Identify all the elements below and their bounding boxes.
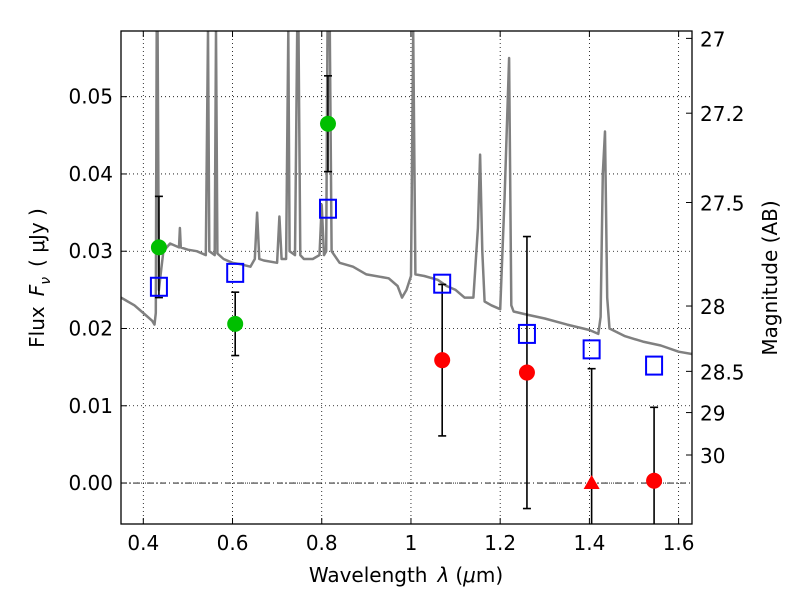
model-spectrum-line	[121, 31, 692, 356]
blue-square-marker-1	[226, 262, 245, 283]
x-axis-label: Wavelength λ (μm)	[309, 563, 503, 587]
green-circle-marker-1	[227, 315, 244, 332]
model-spectrum-layer	[121, 31, 692, 356]
red-circle-marker-2	[646, 472, 663, 489]
y-axis-label-text: Flux	[25, 306, 49, 348]
mag-tick-label-2: 27.5	[700, 191, 745, 215]
mag-tick-label-3: 28	[700, 295, 725, 319]
red-circle-marker-0	[434, 352, 451, 369]
mag-tick-label-0: 27	[700, 27, 725, 51]
y-tick-label-2: 0.02	[68, 317, 113, 341]
mag-tick-label-6: 30	[700, 444, 725, 468]
x-axis-label-lambda: λ	[436, 563, 449, 587]
green-circle-marker-0	[150, 239, 167, 256]
x-tick-label-6: 1.6	[663, 531, 695, 555]
green-circle-marker-2	[319, 115, 336, 132]
x-axis-label-paren: (	[455, 563, 463, 587]
red-triangle-marker-0	[583, 475, 600, 490]
blue-square-marker-4	[517, 323, 536, 344]
red-circle-marker-1	[518, 364, 535, 381]
y-axis-ticks: 0.00 0.01 0.02 0.03 0.04 0.05	[68, 85, 127, 495]
x-tick-label-5: 1.4	[573, 531, 605, 555]
y-axis-label: Flux Fν ( μJy )	[25, 208, 54, 348]
x-tick-label-0: 0.4	[127, 531, 159, 555]
blue-square-marker-2	[318, 198, 337, 219]
x-tick-label-3: 1	[405, 531, 418, 555]
x-axis-ticks: 0.4 0.6 0.8 1 1.2 1.4 1.6	[127, 31, 695, 555]
x-axis-label-unit: m)	[476, 563, 503, 587]
mag-tick-label-4: 28.5	[700, 360, 745, 384]
y-tick-label-3: 0.03	[68, 239, 113, 263]
y-axis-label-unit: ( μJy )	[25, 208, 49, 267]
y-tick-label-4: 0.04	[68, 162, 113, 186]
markers	[149, 115, 664, 490]
mag-tick-label-5: 29	[700, 402, 725, 426]
y-axis-label-nu: ν	[38, 277, 54, 285]
y-tick-label-0: 0.00	[68, 471, 113, 495]
y-tick-label-5: 0.05	[68, 85, 113, 109]
magnitude-axis-label: Magnitude (AB)	[758, 200, 782, 355]
magnitude-axis-ticks: 27 27.2 27.5 28 28.5 29 30	[686, 27, 745, 468]
blue-square-marker-0	[149, 276, 168, 297]
x-axis-label-mu: μ	[462, 563, 476, 587]
x-axis-label-text: Wavelength	[309, 563, 428, 587]
x-tick-label-2: 0.8	[306, 531, 338, 555]
mag-tick-label-1: 27.2	[700, 102, 745, 126]
y-axis-label-F: F	[25, 284, 49, 296]
x-tick-label-4: 1.2	[484, 531, 516, 555]
blue-square-marker-5	[582, 339, 601, 360]
blue-square-marker-6	[645, 355, 664, 376]
plot-frame	[120, 30, 693, 525]
y-tick-label-1: 0.01	[68, 394, 113, 418]
blue-square-marker-3	[433, 273, 452, 294]
x-tick-label-1: 0.6	[217, 531, 249, 555]
